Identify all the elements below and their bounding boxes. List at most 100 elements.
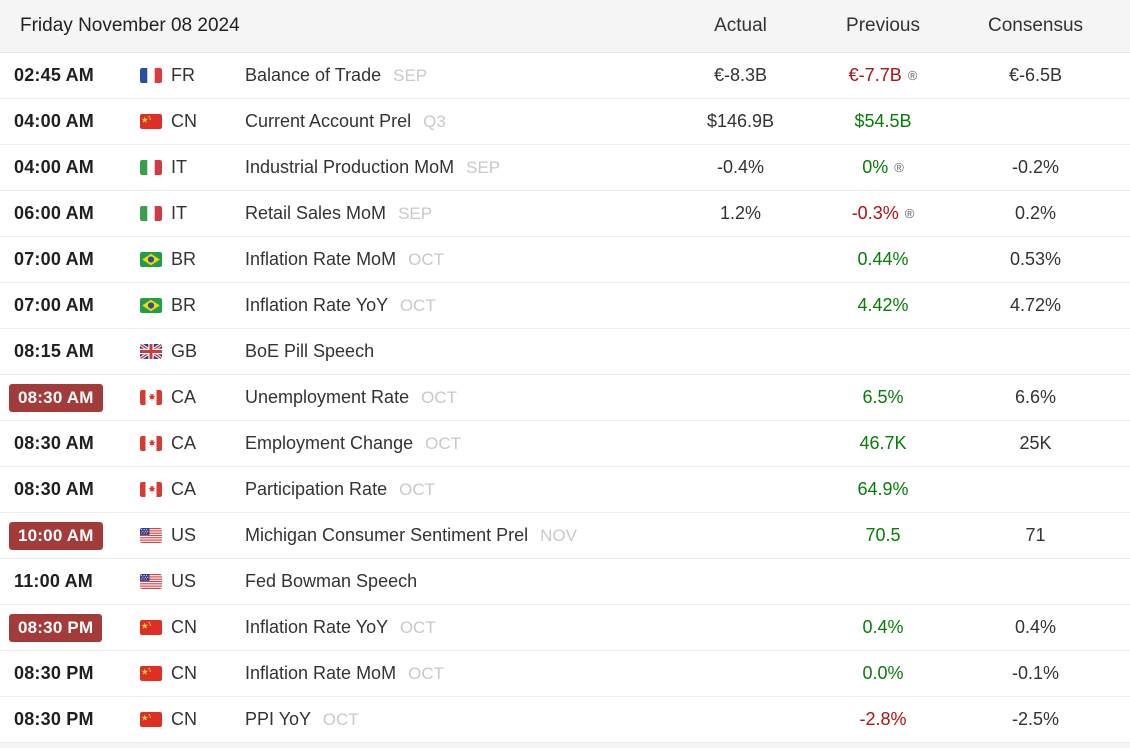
event-name[interactable]: Inflation Rate YoY: [245, 617, 388, 637]
event-cell: Fed Bowman Speech: [245, 571, 668, 592]
actual-value: 1.2%: [719, 203, 762, 223]
event-row[interactable]: 08:15 AM GB BoE Pill Speech ®: [0, 329, 1130, 375]
event-cell: Current Account Prel Q3: [245, 111, 668, 132]
flag-fr-icon: [140, 68, 162, 83]
event-row[interactable]: 04:00 AM CN Current Account Prel Q3 $146…: [0, 99, 1130, 145]
event-cell: Retail Sales MoM SEP: [245, 203, 668, 224]
event-row[interactable]: 08:30 AM CA Unemployment Rate OCT 6.5%® …: [0, 375, 1130, 421]
previous-value: -0.3%: [851, 203, 899, 223]
event-row[interactable]: 04:00 AM IT Industrial Production MoM SE…: [0, 145, 1130, 191]
event-name[interactable]: Unemployment Rate: [245, 387, 410, 407]
consensus-value: 0.2%: [1014, 203, 1057, 223]
flag-gb-icon: [140, 344, 162, 359]
event-row[interactable]: 08:30 PM CN Inflation Rate MoM OCT 0.0%®…: [0, 651, 1130, 697]
event-name[interactable]: Industrial Production MoM: [245, 157, 455, 177]
flag-br-icon: [140, 298, 162, 313]
previous-cell: 6.5%®: [813, 387, 953, 408]
event-row[interactable]: 08:30 AM CA Participation Rate OCT 64.9%…: [0, 467, 1130, 513]
flag-it-icon: [140, 206, 162, 221]
event-time: 08:30 AM: [14, 479, 94, 499]
consensus-value: 71: [1025, 525, 1046, 545]
previous-cell: -2.8%®: [813, 709, 953, 730]
event-cell: Inflation Rate MoM OCT: [245, 663, 668, 684]
time-cell: 02:45 AM: [0, 65, 140, 86]
actual-cell: $146.9B: [668, 111, 813, 132]
country-code: CN: [171, 709, 197, 729]
actual-value: $146.9B: [706, 111, 775, 131]
event-row[interactable]: 08:30 PM CN Inflation Rate YoY OCT 0.4%®…: [0, 605, 1130, 651]
event-name[interactable]: Inflation Rate MoM: [245, 663, 397, 683]
event-row[interactable]: 02:45 AM FR Balance of Trade SEP €-8.3B …: [0, 53, 1130, 99]
event-row[interactable]: 07:00 AM BR Inflation Rate YoY OCT 4.42%…: [0, 283, 1130, 329]
event-name[interactable]: Balance of Trade: [245, 65, 382, 85]
consensus-cell: €-6.5B: [953, 65, 1118, 86]
previous-value: €-7.7B: [848, 65, 902, 85]
consensus-cell: -0.2%: [953, 157, 1118, 178]
country-cell: CA: [140, 433, 245, 454]
time-cell: 04:00 AM: [0, 157, 140, 178]
time-cell: 08:30 AM: [0, 383, 140, 412]
previous-value: 6.5%: [862, 387, 904, 407]
event-name[interactable]: Michigan Consumer Sentiment Prel: [245, 525, 529, 545]
reference-period: OCT: [421, 388, 457, 407]
event-name[interactable]: Employment Change: [245, 433, 414, 453]
column-header-previous: Previous: [846, 15, 920, 36]
event-row[interactable]: 08:30 AM CA Employment Change OCT 46.7K®…: [0, 421, 1130, 467]
event-time: 08:30 PM: [14, 663, 94, 683]
event-row[interactable]: 07:00 AM BR Inflation Rate MoM OCT 0.44%…: [0, 237, 1130, 283]
previous-value: 4.42%: [857, 295, 909, 315]
previous-value: -2.8%: [859, 709, 907, 729]
previous-cell: 46.7K®: [813, 433, 953, 454]
consensus-value: 25K: [1019, 433, 1052, 453]
reference-period: OCT: [408, 664, 444, 683]
country-code: CN: [171, 663, 197, 683]
column-header-consensus: Consensus: [987, 15, 1084, 36]
country-cell: US: [140, 525, 245, 546]
time-cell: 04:00 AM: [0, 111, 140, 132]
event-row[interactable]: 08:30 PM CN PPI YoY OCT -2.8%® -2.5%: [0, 697, 1130, 743]
previous-value: 0%: [862, 157, 889, 177]
event-time-badge: 08:30 PM: [9, 613, 103, 642]
revised-icon: ®: [904, 206, 915, 221]
country-cell: US: [140, 571, 245, 592]
event-time: 04:00 AM: [14, 111, 94, 131]
event-name[interactable]: Retail Sales MoM: [245, 203, 387, 223]
country-code: IT: [171, 157, 187, 177]
flag-ca-icon: [140, 390, 162, 405]
time-cell: 10:00 AM: [0, 521, 140, 550]
country-code: FR: [171, 65, 195, 85]
time-cell: 08:30 PM: [0, 663, 140, 684]
time-cell: 08:30 PM: [0, 709, 140, 730]
event-name[interactable]: Participation Rate: [245, 479, 388, 499]
consensus-cell: 0.2%: [953, 203, 1118, 224]
time-cell: 08:30 PM: [0, 613, 140, 642]
event-row[interactable]: 10:00 AM US Michigan Consumer Sentiment …: [0, 513, 1130, 559]
time-cell: 06:00 AM: [0, 203, 140, 224]
event-row[interactable]: 11:00 AM US Fed Bowman Speech ®: [0, 559, 1130, 605]
country-cell: IT: [140, 157, 245, 178]
event-name[interactable]: PPI YoY: [245, 709, 311, 729]
previous-cell: -0.3% ®: [813, 203, 953, 224]
time-cell: 07:00 AM: [0, 295, 140, 316]
event-time-badge: 08:30 AM: [9, 383, 103, 412]
flag-br-icon: [140, 252, 162, 267]
previous-cell: 0.4%®: [813, 617, 953, 638]
country-cell: CN: [140, 663, 245, 684]
event-name[interactable]: Inflation Rate YoY: [245, 295, 388, 315]
event-name[interactable]: BoE Pill Speech: [245, 341, 375, 361]
event-row[interactable]: 06:00 AM IT Retail Sales MoM SEP 1.2% -0…: [0, 191, 1130, 237]
actual-cell: 1.2%: [668, 203, 813, 224]
event-cell: Unemployment Rate OCT: [245, 387, 668, 408]
revised-icon: ®: [894, 160, 904, 175]
reference-period: OCT: [408, 250, 444, 269]
reference-period: OCT: [399, 296, 436, 315]
revised-icon: ®: [907, 68, 918, 83]
event-name[interactable]: Current Account Prel: [245, 111, 412, 131]
previous-cell: 0.44%®: [813, 249, 953, 270]
time-cell: 11:00 AM: [0, 571, 140, 592]
event-name[interactable]: Inflation Rate MoM: [245, 249, 397, 269]
event-time: 04:00 AM: [14, 157, 94, 177]
event-name[interactable]: Fed Bowman Speech: [245, 571, 418, 591]
flag-us-icon: [140, 574, 162, 589]
consensus-cell: 71: [953, 525, 1118, 546]
